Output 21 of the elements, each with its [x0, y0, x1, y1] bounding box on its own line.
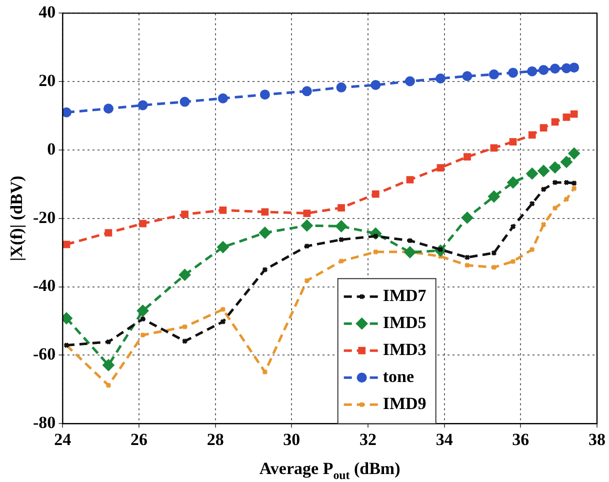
x-tick-label: 30 — [283, 430, 300, 450]
y-tick-label: -40 — [32, 276, 56, 296]
x-tick-label: 24 — [54, 430, 72, 450]
x-tick-label: 32 — [360, 430, 376, 450]
y-tick-label: -20 — [32, 208, 56, 227]
x-tick-label: 28 — [206, 430, 224, 450]
x-tick-label: 36 — [512, 430, 530, 450]
y-tick-label: 40 — [38, 2, 56, 22]
legend-label: IMD9 — [382, 394, 426, 413]
y-axis-title: |X(f)| (dBV) — [7, 176, 26, 262]
legend-label: IMD7 — [382, 286, 427, 305]
y-tick-label: -60 — [32, 344, 56, 364]
x-tick-label: 38 — [588, 430, 606, 450]
x-tick-label: 34 — [436, 430, 454, 450]
legend-label: tone — [382, 366, 414, 386]
y-tick-label: -80 — [32, 412, 56, 432]
legend-label: IMD3 — [382, 340, 426, 359]
y-tick-label: 20 — [38, 70, 56, 90]
x-tick-label: 26 — [130, 430, 148, 450]
y-tick-label: 0 — [47, 139, 56, 158]
legend-label: IMD5 — [382, 312, 426, 332]
